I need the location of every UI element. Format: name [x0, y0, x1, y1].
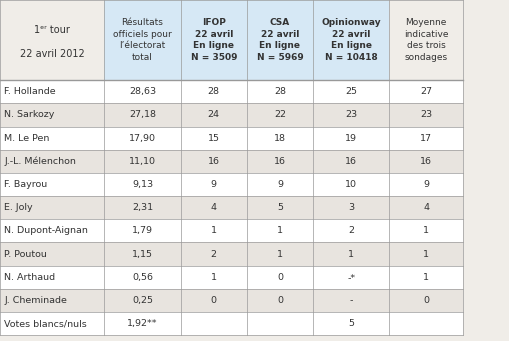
Text: 27,18: 27,18 [129, 110, 156, 119]
Text: 0: 0 [423, 296, 429, 305]
Text: 17: 17 [420, 134, 432, 143]
Text: P. Poutou: P. Poutou [4, 250, 47, 258]
Text: 4: 4 [211, 203, 217, 212]
Text: IFOP
22 avril
En ligne
N = 3509: IFOP 22 avril En ligne N = 3509 [190, 18, 237, 62]
Bar [0, 219, 463, 242]
Bar [0, 173, 463, 196]
Text: 25: 25 [345, 87, 357, 96]
Text: 9,13: 9,13 [132, 180, 153, 189]
Bar [0, 103, 463, 127]
Text: -: - [350, 296, 353, 305]
Text: 28,63: 28,63 [129, 87, 156, 96]
Text: 28: 28 [274, 87, 286, 96]
Text: 15: 15 [208, 134, 220, 143]
Text: N. Arthaud: N. Arthaud [4, 273, 55, 282]
Text: Résultats
officiels pour
l’électorat
total: Résultats officiels pour l’électorat tot… [113, 18, 172, 62]
Text: 0: 0 [277, 273, 283, 282]
Text: 28: 28 [208, 87, 220, 96]
Text: 1,15: 1,15 [132, 250, 153, 258]
Text: 1,79: 1,79 [132, 226, 153, 235]
Text: 0: 0 [211, 296, 217, 305]
Text: 5: 5 [277, 203, 283, 212]
Bar [0, 289, 463, 312]
Text: 17,90: 17,90 [129, 134, 156, 143]
Text: 1: 1 [277, 250, 283, 258]
Bar [0, 127, 463, 150]
Bar [0, 242, 463, 266]
Text: 11,10: 11,10 [129, 157, 156, 166]
Text: 9: 9 [423, 180, 429, 189]
Text: 9: 9 [277, 180, 283, 189]
Text: J. Cheminade: J. Cheminade [4, 296, 67, 305]
Text: CSA
22 avril
En ligne
N = 5969: CSA 22 avril En ligne N = 5969 [257, 18, 303, 62]
Bar [0, 266, 463, 289]
Text: 1ᵉʳ tour: 1ᵉʳ tour [34, 25, 70, 35]
Text: J.-L. Mélenchon: J.-L. Mélenchon [4, 157, 76, 166]
Text: 1,92**: 1,92** [127, 319, 158, 328]
Text: 0,25: 0,25 [132, 296, 153, 305]
Text: 2: 2 [211, 250, 217, 258]
Text: 10: 10 [345, 180, 357, 189]
Text: 2: 2 [348, 226, 354, 235]
Text: 1: 1 [348, 250, 354, 258]
Text: 1: 1 [277, 226, 283, 235]
Text: 23: 23 [420, 110, 432, 119]
Text: N. Sarkozy: N. Sarkozy [4, 110, 54, 119]
Text: 18: 18 [274, 134, 286, 143]
Text: 1: 1 [423, 250, 429, 258]
Text: 23: 23 [345, 110, 357, 119]
Bar [0, 80, 463, 103]
Text: 24: 24 [208, 110, 220, 119]
Text: 16: 16 [208, 157, 220, 166]
Text: 22 avril 2012: 22 avril 2012 [20, 49, 84, 59]
Text: 2,31: 2,31 [132, 203, 153, 212]
Text: 16: 16 [345, 157, 357, 166]
Text: N. Dupont-Aignan: N. Dupont-Aignan [4, 226, 88, 235]
Text: M. Le Pen: M. Le Pen [4, 134, 49, 143]
Text: 19: 19 [345, 134, 357, 143]
Text: F. Bayrou: F. Bayrou [4, 180, 47, 189]
Text: 9: 9 [211, 180, 217, 189]
Text: 1: 1 [211, 273, 217, 282]
Text: 16: 16 [420, 157, 432, 166]
Text: F. Hollande: F. Hollande [4, 87, 55, 96]
Text: 0,56: 0,56 [132, 273, 153, 282]
Bar [0, 196, 463, 219]
Text: 1: 1 [423, 273, 429, 282]
Text: 0: 0 [277, 296, 283, 305]
Text: 4: 4 [423, 203, 429, 212]
Bar [0, 150, 463, 173]
Bar [0, 312, 463, 335]
Text: 3: 3 [348, 203, 354, 212]
Text: -*: -* [347, 273, 355, 282]
Text: 27: 27 [420, 87, 432, 96]
Text: 5: 5 [348, 319, 354, 328]
Text: E. Joly: E. Joly [4, 203, 33, 212]
Text: Moyenne
indicative
des trois
sondages: Moyenne indicative des trois sondages [404, 18, 448, 62]
Text: 1: 1 [423, 226, 429, 235]
Text: 1: 1 [211, 226, 217, 235]
Text: Opinionway
22 avril
En ligne
N = 10418: Opinionway 22 avril En ligne N = 10418 [321, 18, 381, 62]
Text: Votes blancs/nuls: Votes blancs/nuls [4, 319, 87, 328]
Text: 22: 22 [274, 110, 286, 119]
Text: 16: 16 [274, 157, 286, 166]
